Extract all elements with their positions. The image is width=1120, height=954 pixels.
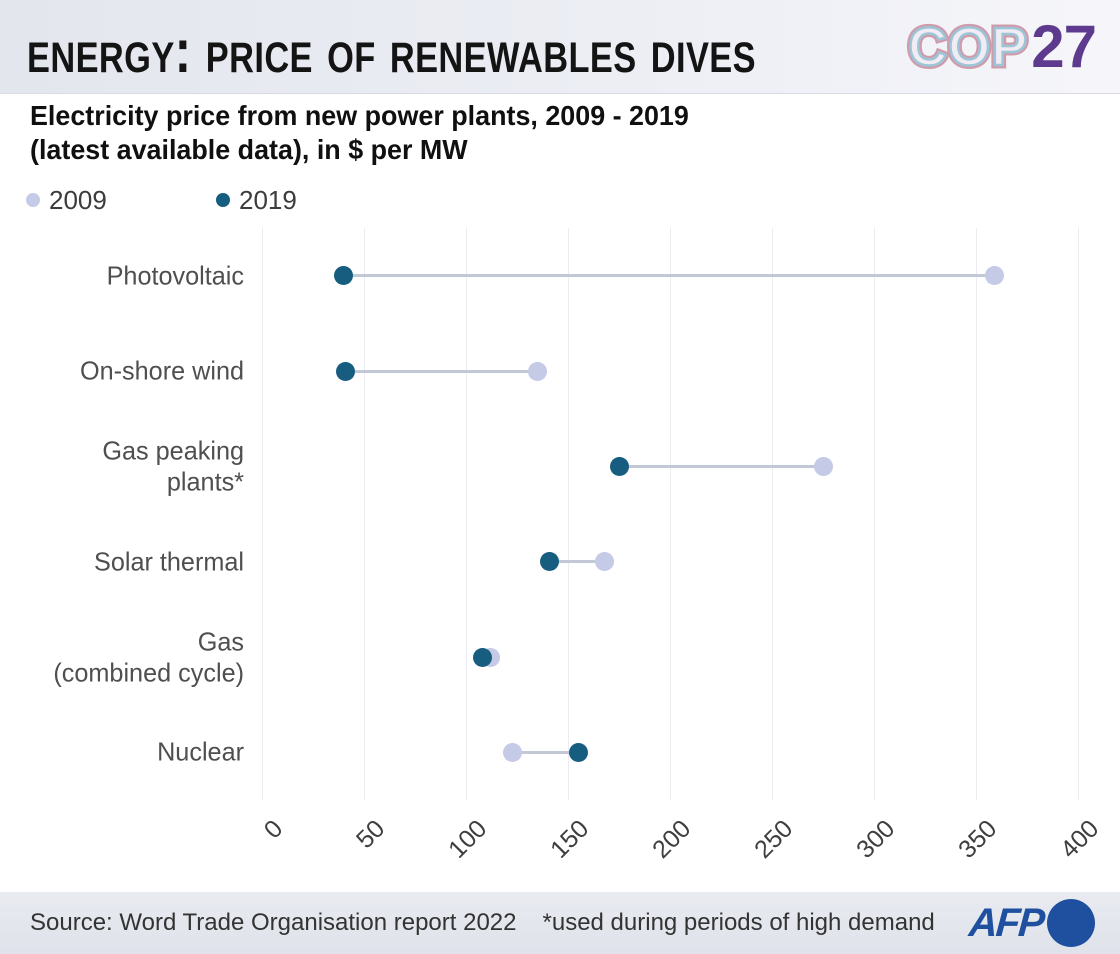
dot-2009: [527, 361, 547, 381]
dot-2019: [540, 552, 560, 572]
category-label: Photovoltaic: [7, 260, 244, 291]
category-label-line: On-shore wind: [79, 355, 245, 386]
category-label: On-shore wind: [7, 356, 244, 387]
connector-line: [343, 274, 995, 278]
dot-2009: [813, 456, 833, 476]
cop27-logo-cop-fill: COP: [907, 17, 1029, 77]
afp-logo-text: AFP: [967, 901, 1045, 945]
footer-band: Source: Word Trade Organisation report 2…: [0, 892, 1120, 954]
connector-line: [619, 464, 823, 468]
category-label-line: Photovoltaic: [106, 260, 244, 291]
legend-label-2009: 2009: [49, 185, 107, 215]
cop27-logo-cop-outline: COP: [905, 17, 1031, 78]
legend-item-2009: 2009: [26, 187, 107, 213]
footer-text: Source: Word Trade Organisation report 2…: [30, 909, 935, 937]
dot-2019: [609, 456, 629, 476]
category-label-line: plants*: [166, 466, 244, 497]
gridline: [976, 228, 977, 800]
category-label-line: Nuclear: [157, 736, 244, 767]
gridline: [568, 228, 569, 800]
gridline: [670, 228, 671, 800]
source-text: Source: Word Trade Organisation report 2…: [30, 909, 517, 936]
dot-2019: [472, 647, 492, 667]
gridline: [1078, 228, 1079, 800]
category-label: Solar thermal: [7, 546, 244, 577]
category-label-line: Solar thermal: [94, 546, 244, 577]
page-title: Energy: Price of renewables dives: [27, 17, 756, 86]
legend-label-2019: 2019: [239, 185, 297, 215]
chart-subtitle-line1: Electricity price from new power plants,…: [30, 100, 689, 131]
legend-dot-2009-icon: [26, 193, 40, 207]
afp-circle-icon: [1047, 899, 1095, 947]
chart-subtitle: Electricity price from new power plants,…: [30, 99, 689, 166]
cop27-logo-cop: COP COP: [905, 17, 1031, 78]
legend-dot-2019-icon: [216, 193, 230, 207]
footnote-text: *used during periods of high demand: [542, 909, 935, 936]
gridline: [364, 228, 365, 800]
gridline: [262, 228, 263, 800]
legend-item-2019: 2019: [216, 187, 297, 213]
category-label-line: Gas peaking: [102, 435, 245, 466]
gridline: [466, 228, 467, 800]
dot-2009: [984, 266, 1004, 286]
category-label: Gas peaking plants*: [7, 436, 244, 497]
header-band: Energy: Price of renewables dives COP CO…: [0, 0, 1120, 94]
chart-subtitle-line2: (latest available data), in $ per MW: [30, 133, 468, 165]
dot-2019: [334, 266, 354, 286]
dot-2009: [595, 552, 615, 572]
cop27-logo: COP COP 27: [905, 13, 1097, 80]
connector-line: [345, 369, 538, 373]
dot-2009: [503, 742, 523, 762]
dot-2019: [568, 742, 588, 762]
connector-line: [512, 750, 579, 754]
category-label: Gas (combined cycle): [7, 626, 244, 687]
afp-logo: AFP: [967, 899, 1095, 947]
gridline: [772, 228, 773, 800]
gridline: [874, 228, 875, 800]
category-label-line: (combined cycle): [53, 657, 244, 687]
cop27-logo-year: 27: [1031, 13, 1097, 80]
category-label: Nuclear: [7, 737, 244, 768]
dot-2019: [336, 361, 356, 381]
connector-line: [549, 560, 605, 564]
category-label-line: Gas: [197, 626, 244, 657]
